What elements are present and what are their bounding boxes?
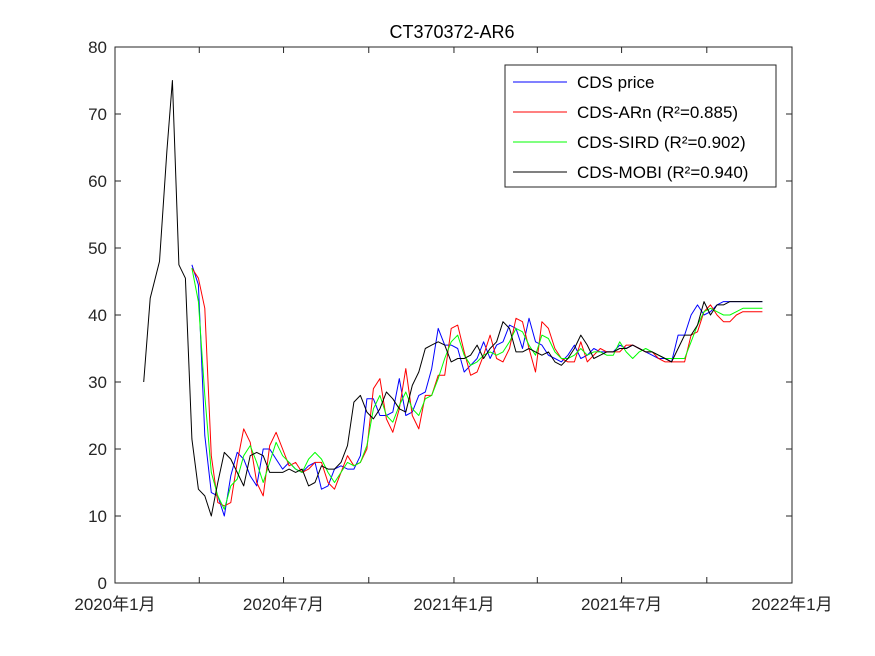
legend-label: CDS-SIRD (R²=0.902) bbox=[577, 133, 746, 152]
y-tick-label: 30 bbox=[88, 373, 107, 392]
legend: CDS price CDS-ARn (R²=0.885) CDS-SIRD (R²=… bbox=[504, 64, 777, 188]
y-tick-label: 50 bbox=[88, 239, 107, 258]
series-line-cds-mobi bbox=[143, 80, 763, 517]
x-tick-label: 2020年7月 bbox=[243, 595, 324, 614]
legend-box bbox=[504, 64, 777, 188]
y-tick-label: 70 bbox=[88, 105, 107, 124]
x-tick-label: 2022年1月 bbox=[751, 595, 832, 614]
y-tick-label: 60 bbox=[88, 172, 107, 191]
x-tick-label: 2021年7月 bbox=[581, 595, 662, 614]
y-tick-label: 80 bbox=[88, 38, 107, 57]
series-line-cds-sird bbox=[191, 268, 763, 510]
x-tick-label: 2021年1月 bbox=[413, 595, 494, 614]
y-tick-label: 10 bbox=[88, 507, 107, 526]
y-tick-label: 20 bbox=[88, 440, 107, 459]
chart-title: CT370372-AR6 bbox=[389, 22, 514, 42]
y-tick-label: 40 bbox=[88, 306, 107, 325]
y-tick-label: 0 bbox=[98, 574, 107, 593]
legend-label: CDS-MOBI (R²=0.940) bbox=[577, 163, 748, 182]
legend-label: CDS price bbox=[577, 73, 654, 92]
legend-label: CDS-ARn (R²=0.885) bbox=[577, 103, 738, 122]
x-tick-label: 2020年1月 bbox=[74, 595, 155, 614]
plot-area: 0 10 20 30 40 50 60 70 80 2020年1月 2020年7月 2021年1月 20… bbox=[74, 38, 832, 614]
